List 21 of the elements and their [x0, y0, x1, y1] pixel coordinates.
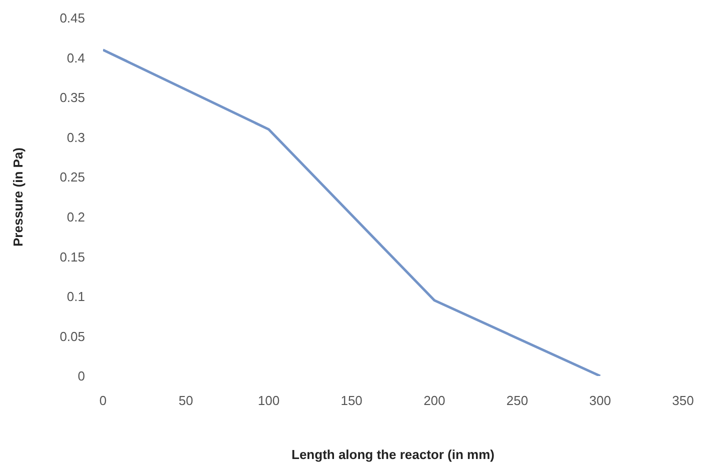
x-tick-label: 0	[99, 393, 107, 408]
x-tick-label: 350	[672, 393, 694, 408]
line-series	[103, 48, 602, 376]
y-tick-label: 0	[78, 368, 85, 384]
x-axis-title: Length along the reactor (in mm)	[292, 447, 494, 462]
y-tick-label: 0.05	[60, 328, 85, 344]
y-axis-title: Pressure (in Pa)	[10, 148, 26, 246]
x-tick-label: 50	[178, 393, 194, 408]
x-tick-label: 100	[258, 393, 280, 408]
y-tick-label: 0.1	[66, 289, 85, 304]
y-tick-label: 0.35	[60, 90, 85, 106]
x-tick-label: 300	[589, 393, 611, 408]
x-tick-label: 150	[340, 393, 362, 408]
y-tick-label: 0.45	[60, 10, 85, 26]
y-tick-label: 0.2	[66, 210, 85, 225]
y-tick-label: 0.25	[60, 170, 85, 185]
x-tick-label: 250	[506, 393, 528, 408]
x-tick-label: 200	[424, 393, 446, 408]
y-tick-label: 0.3	[66, 130, 85, 145]
y-tick-label: 0.15	[60, 249, 85, 264]
y-tick-label: 0.4	[66, 50, 85, 66]
